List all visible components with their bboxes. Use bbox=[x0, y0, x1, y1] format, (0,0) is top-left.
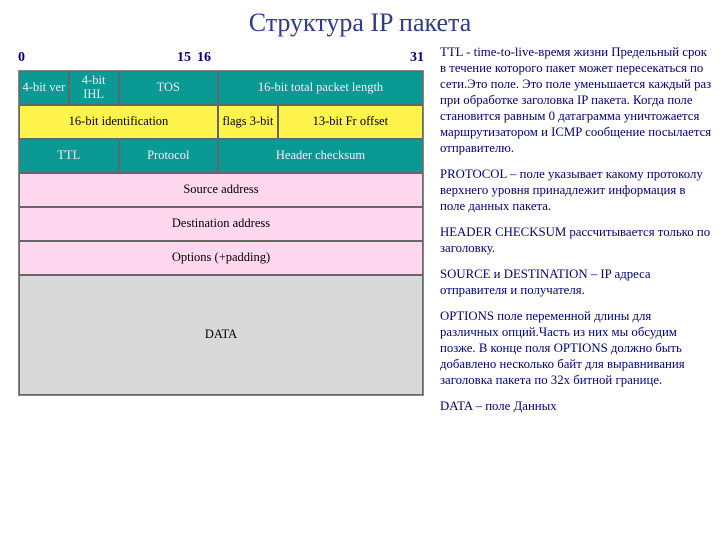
packet-cell: Source address bbox=[19, 173, 423, 207]
packet-cell: 13-bit Fr offset bbox=[278, 105, 423, 139]
packet-cell: 16-bit identification bbox=[19, 105, 218, 139]
packet-cell: TTL bbox=[19, 139, 119, 173]
desc-data: DATA – поле Данных bbox=[440, 399, 712, 415]
table-row: Source address bbox=[19, 173, 423, 207]
packet-cell: Options (+padding) bbox=[19, 241, 423, 275]
packet-cell: flags 3-bit bbox=[218, 105, 278, 139]
bit-label-15: 15 bbox=[177, 50, 191, 66]
packet-cell: 16-bit total packet length bbox=[218, 71, 423, 105]
table-row: DATA bbox=[19, 275, 423, 395]
table-row: 4-bit ver4-bit IHLTOS16-bit total packet… bbox=[19, 71, 423, 105]
bit-label-31: 31 bbox=[410, 50, 424, 66]
packet-cell: DATA bbox=[19, 275, 423, 395]
bit-label-16: 16 bbox=[197, 50, 211, 66]
packet-cell: 4-bit IHL bbox=[69, 71, 119, 105]
desc-srcdst: SOURCE и DESTINATION – IP адреса отправи… bbox=[440, 267, 712, 299]
packet-cell: Protocol bbox=[119, 139, 219, 173]
table-row: TTLProtocolHeader checksum bbox=[19, 139, 423, 173]
table-row: Destination address bbox=[19, 207, 423, 241]
desc-protocol: PROTOCOL – поле указывает какому протоко… bbox=[440, 167, 712, 215]
packet-cell: TOS bbox=[119, 71, 219, 105]
desc-ttl: TTL - time-to-live-время жизни Предельны… bbox=[440, 45, 712, 157]
description-sidebar: TTL - time-to-live-время жизни Предельны… bbox=[440, 45, 712, 425]
packet-cell: Header checksum bbox=[218, 139, 423, 173]
desc-checksum: HEADER CHECKSUM рассчитывается только по… bbox=[440, 225, 712, 257]
table-row: 16-bit identificationflags 3-bit13-bit F… bbox=[19, 105, 423, 139]
packet-cell: 4-bit ver bbox=[19, 71, 69, 105]
bit-label-0: 0 bbox=[18, 50, 25, 66]
packet-cell: Destination address bbox=[19, 207, 423, 241]
page-title: Структура IP пакета bbox=[0, 8, 720, 38]
bit-ruler: 0 15 16 31 bbox=[18, 50, 424, 66]
table-row: Options (+padding) bbox=[19, 241, 423, 275]
ip-packet-table: 4-bit ver4-bit IHLTOS16-bit total packet… bbox=[18, 70, 424, 396]
desc-options: OPTIONS поле переменной длины для различ… bbox=[440, 309, 712, 389]
